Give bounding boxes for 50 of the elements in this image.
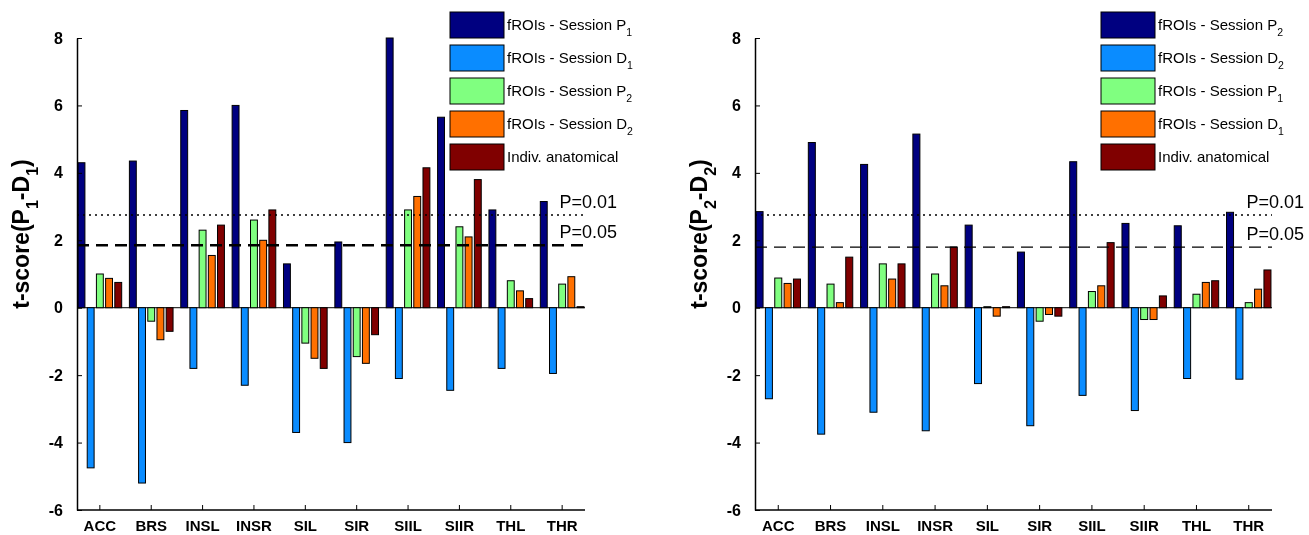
y-tick-label: -2 — [48, 366, 64, 384]
y-tick-label: 4 — [732, 164, 742, 182]
x-tick-label: SIIL — [394, 516, 422, 534]
legend-label: fROIs - Session D$_{1}$ — [507, 49, 634, 71]
x-tick-label: SIIR — [444, 516, 475, 534]
legend-label: fROIs - Session P$_{2}$ — [507, 82, 633, 104]
annotation: P=0.01 — [1246, 192, 1304, 212]
y-tick-label: -6 — [726, 501, 742, 519]
x-tick-label: INSL — [185, 516, 220, 534]
x-tick-label: THL — [1181, 516, 1212, 534]
y-tick-label: -2 — [726, 366, 742, 384]
x-tick-label: INSL — [865, 516, 900, 534]
x-tick-label: BRS — [814, 516, 847, 534]
x-tick-label: SIL — [975, 516, 1000, 534]
legend-label: fROIs - Session D$_{2}$ — [1158, 49, 1285, 71]
y-tick-label: -4 — [726, 434, 742, 452]
x-tick-label: THR — [546, 516, 578, 534]
annotation: P=0.01 — [559, 192, 617, 212]
y-tick-label: 8 — [732, 29, 742, 47]
x-tick-label: ACC — [762, 516, 795, 534]
x-tick-label: SIR — [1027, 516, 1053, 534]
x-tick-label: THR — [1233, 516, 1265, 534]
legend-label: Indiv. anatomical — [1158, 148, 1270, 165]
x-tick-label: SIR — [344, 516, 370, 534]
y-tick-label: 2 — [732, 231, 742, 249]
y-tick-label: 6 — [732, 97, 742, 115]
legend-label: fROIs - Session P$_{1}$ — [1158, 82, 1284, 104]
legend-label: fROIs - Session D$_{2}$ — [507, 115, 634, 137]
x-tick-label: INSR — [236, 516, 273, 534]
annotation: P=0.05 — [1246, 224, 1304, 245]
x-tick-label: SIIL — [1078, 516, 1106, 534]
annotation: P=0.05 — [559, 222, 617, 243]
y-tick-label: 8 — [54, 29, 64, 47]
y-tick-label: -4 — [48, 434, 64, 452]
y-tick-label: 4 — [54, 164, 64, 182]
legend-label: fROIs - Session P$_{1}$ — [507, 16, 633, 38]
y-tick-label: 0 — [732, 299, 742, 317]
y-tick-label: -6 — [48, 501, 64, 519]
x-tick-label: BRS — [135, 516, 168, 534]
x-tick-label: ACC — [83, 516, 117, 534]
legend-label: fROIs - Session P$_{2}$ — [1158, 16, 1284, 38]
y-tick-label: 0 — [54, 299, 64, 317]
x-tick-label: INSR — [917, 516, 954, 534]
legend-label: Indiv. anatomical — [507, 148, 619, 165]
x-tick-label: SIIR — [1129, 516, 1159, 534]
x-tick-label: SIL — [293, 516, 317, 534]
legend-label: fROIs - Session D$_{1}$ — [1158, 115, 1285, 137]
x-tick-label: THL — [496, 516, 526, 534]
y-tick-label: 6 — [54, 97, 64, 115]
y-tick-label: 2 — [54, 231, 64, 249]
